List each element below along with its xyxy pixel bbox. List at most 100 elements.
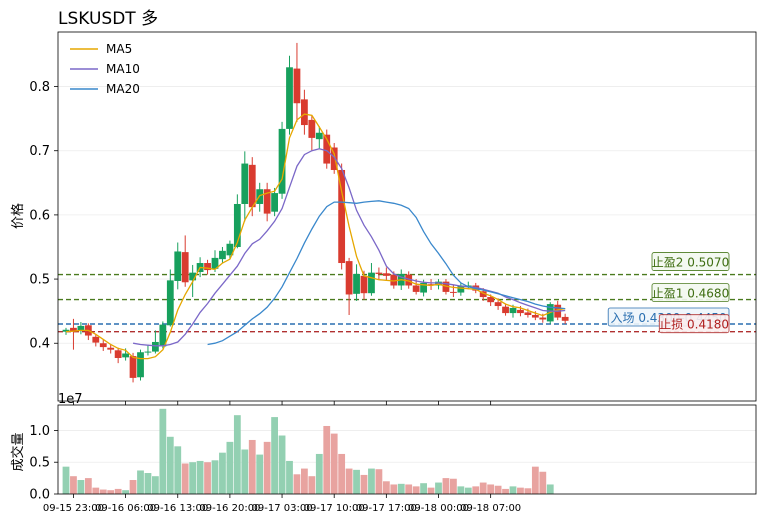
volume-bar <box>338 453 346 494</box>
volume-bar <box>211 460 219 494</box>
candle-body <box>412 285 420 292</box>
candle-body <box>531 315 539 318</box>
level-label-box <box>658 314 730 334</box>
volume-bar <box>397 483 405 494</box>
volume-bar <box>382 481 390 494</box>
volume-bar <box>122 490 129 494</box>
candle-body <box>561 316 569 321</box>
candle-body <box>271 193 278 212</box>
volume-bar <box>129 480 137 494</box>
volume-bar <box>308 476 316 494</box>
candle-body <box>278 128 286 194</box>
price-tick-label: 0.7 <box>29 144 50 159</box>
volume-bar <box>517 487 524 494</box>
price-tick-label: 0.6 <box>29 208 50 223</box>
volume-bar <box>62 466 70 494</box>
x-tick-label: 09-17 10:00 <box>304 503 365 514</box>
x-tick-label: 09-15 23:00 <box>43 503 104 514</box>
volume-bar <box>375 469 383 494</box>
volume-bar <box>166 436 174 494</box>
legend-label-MA5: MA5 <box>106 42 132 56</box>
candle-body <box>502 306 509 314</box>
volume-bar <box>84 478 92 494</box>
chart-title: LSKUSDT 多 <box>58 9 158 29</box>
candle-body <box>77 325 85 331</box>
candle-body <box>233 203 241 247</box>
candle-body <box>330 147 338 170</box>
volume-bar <box>233 415 241 494</box>
candle-body <box>189 272 197 281</box>
volume-bar <box>174 446 182 494</box>
volume-bar <box>137 470 144 494</box>
candle-body <box>263 189 271 214</box>
volume-bar <box>189 462 197 494</box>
candle-body <box>353 273 360 294</box>
candle-body <box>211 257 219 269</box>
candle-body <box>420 282 427 293</box>
volume-bar <box>494 485 502 494</box>
volume-bar <box>241 449 249 494</box>
volume-bar <box>77 480 85 494</box>
volume-bar <box>323 425 331 494</box>
volume-bar <box>420 483 427 494</box>
candle-body <box>308 119 316 138</box>
candle-body <box>509 307 517 314</box>
offset-text: 1e7 <box>58 392 83 407</box>
ma5-line <box>65 113 566 360</box>
volume-bar <box>152 476 159 494</box>
level-label-止损: 止损 0.4180 <box>659 318 729 332</box>
volume-bar <box>539 471 547 494</box>
chart-legend: MA5 MA10 MA20 <box>70 42 140 96</box>
level-label-止盈1: 止盈1 0.4680 <box>652 287 729 301</box>
candle-body <box>368 272 375 294</box>
x-tick-label: 09-17 03:00 <box>252 503 313 514</box>
x-tick-label: 09-16 20:00 <box>199 503 260 514</box>
volume-bar <box>427 487 435 494</box>
candle-body <box>479 291 487 298</box>
volume-bar <box>286 460 293 494</box>
price-tick-label: 0.5 <box>29 273 50 288</box>
price-tick-label: 0.8 <box>29 80 50 95</box>
candle-body <box>248 164 256 208</box>
volume-bar <box>248 439 256 494</box>
ma20-line <box>207 200 566 346</box>
candle-body <box>159 324 167 347</box>
candle-body <box>99 343 107 348</box>
x-tick-label: 09-18 07:00 <box>460 503 521 514</box>
level-label-止盈2: 止盈2 0.5070 <box>652 256 729 270</box>
volume-tick-label: 1.0 <box>29 424 50 439</box>
volume-bar <box>144 473 152 494</box>
volume-bar <box>472 486 480 494</box>
volume-bar <box>315 453 323 494</box>
candle-body <box>375 272 383 274</box>
volume-bar <box>99 489 107 494</box>
volume-bar <box>345 468 353 494</box>
candle-body <box>166 280 174 326</box>
candle-body <box>494 302 502 307</box>
volume-bar <box>271 417 278 494</box>
volume-bar <box>546 484 554 494</box>
candle-body <box>524 312 532 316</box>
volume-bar <box>442 478 450 494</box>
volume-bar <box>524 488 532 494</box>
volume-bar <box>464 487 472 494</box>
volume-bar <box>368 468 375 494</box>
volume-bar <box>204 462 211 494</box>
volume-bar <box>263 441 271 494</box>
volume-bar <box>219 452 226 494</box>
price-axis-label: 价格 <box>10 203 26 229</box>
candle-body <box>152 341 159 352</box>
level-label-box <box>651 283 730 303</box>
volume-tick-label: 0.5 <box>29 456 50 471</box>
volume-bar <box>435 482 442 494</box>
legend-label-MA10: MA10 <box>106 62 140 76</box>
volume-bar <box>196 460 204 494</box>
x-tick-label: 09-16 06:00 <box>95 503 156 514</box>
candle-body <box>442 281 450 292</box>
volume-bar <box>360 474 368 494</box>
candle-body <box>219 250 226 260</box>
candle-body <box>144 351 152 353</box>
price-panel-frame <box>57 31 757 402</box>
